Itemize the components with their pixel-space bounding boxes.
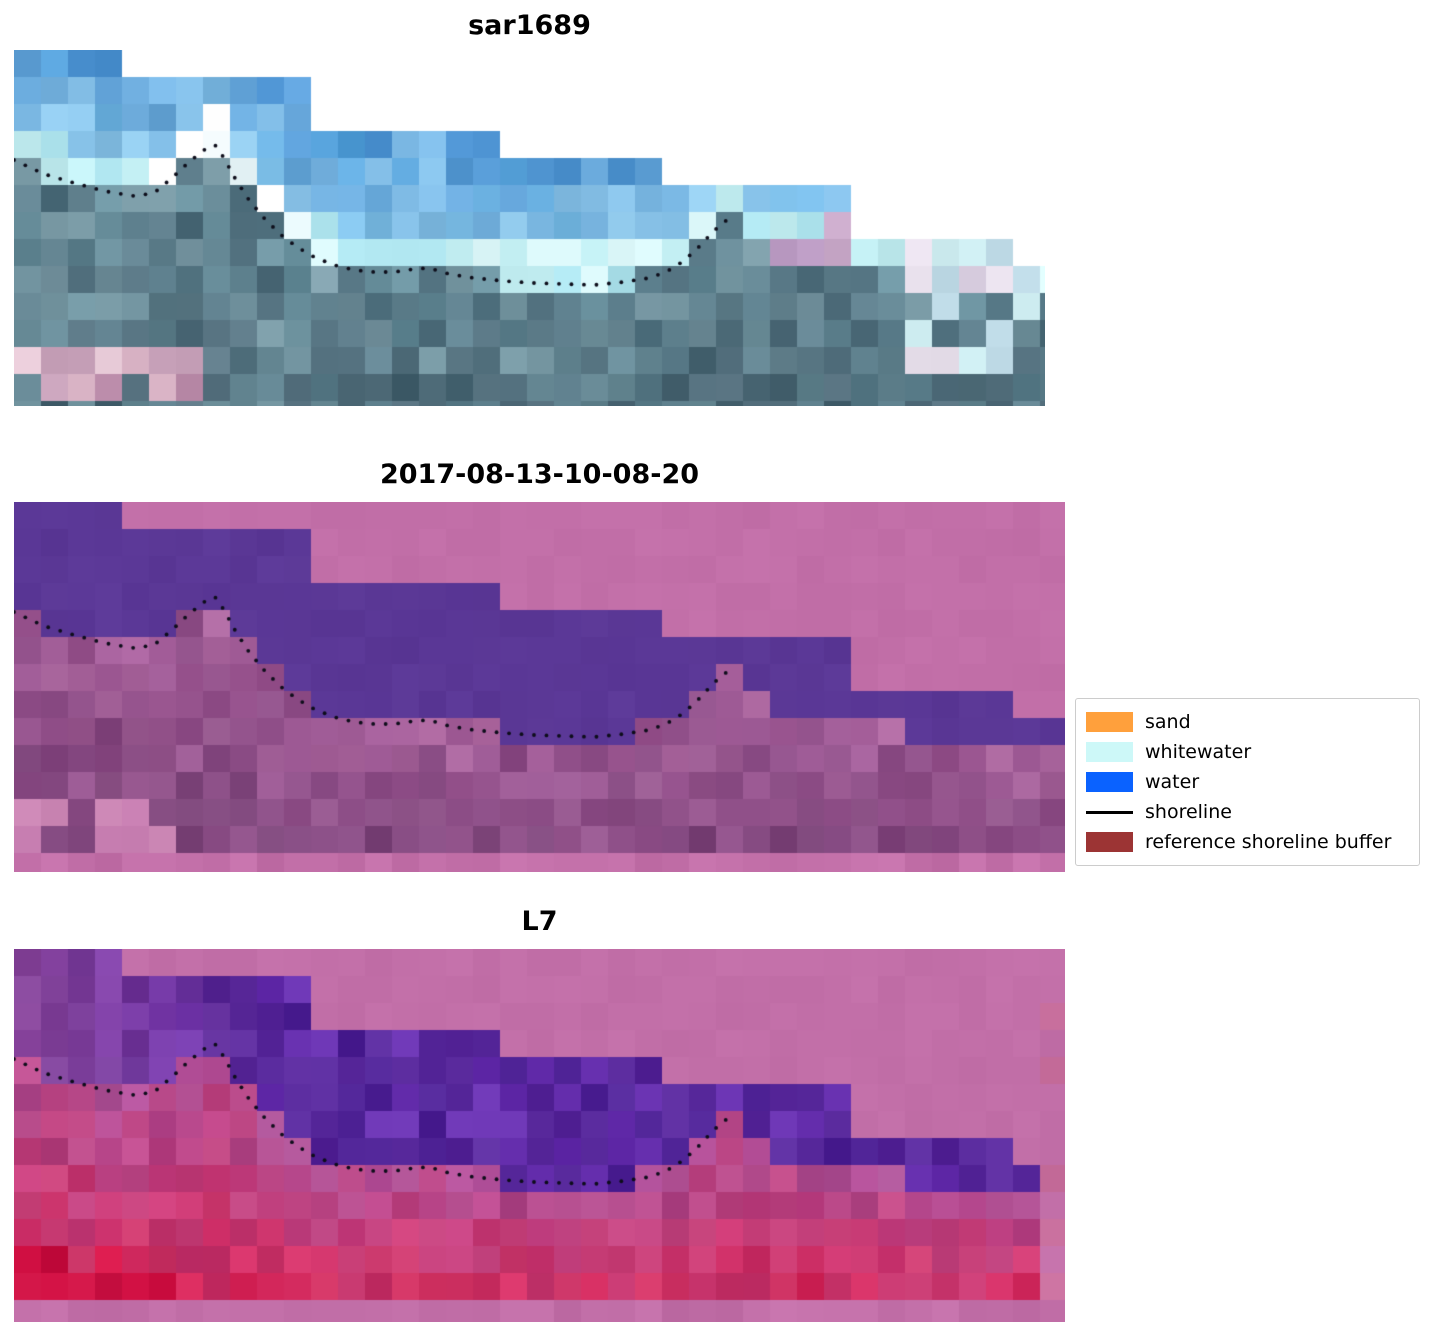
classification-image [14,502,1065,872]
panel-title-l7: L7 [521,906,558,937]
legend-item-whitewater: whitewater [1086,737,1409,767]
shoreline-line-swatch [1086,810,1133,814]
legend-item-shoreline: shoreline [1086,797,1409,827]
legend: sand whitewater water shoreline referenc… [1075,698,1420,866]
legend-label-shoreline: shoreline [1145,801,1232,823]
legend-label-reference-buffer: reference shoreline buffer [1145,831,1392,853]
panel-title-classification: 2017-08-13-10-08-20 [379,459,700,490]
legend-label-whitewater: whitewater [1145,741,1252,763]
panel-title-sar1689: sar1689 [468,10,591,41]
l7-image [14,949,1065,1322]
sar1689-image [14,50,1045,406]
reference-buffer-swatch [1086,832,1133,852]
legend-item-sand: sand [1086,707,1409,737]
legend-label-sand: sand [1145,711,1191,733]
water-swatch [1086,772,1133,792]
whitewater-swatch [1086,742,1133,762]
legend-item-reference-buffer: reference shoreline buffer [1086,827,1409,857]
legend-label-water: water [1145,771,1200,793]
legend-item-water: water [1086,767,1409,797]
sand-swatch [1086,712,1133,732]
